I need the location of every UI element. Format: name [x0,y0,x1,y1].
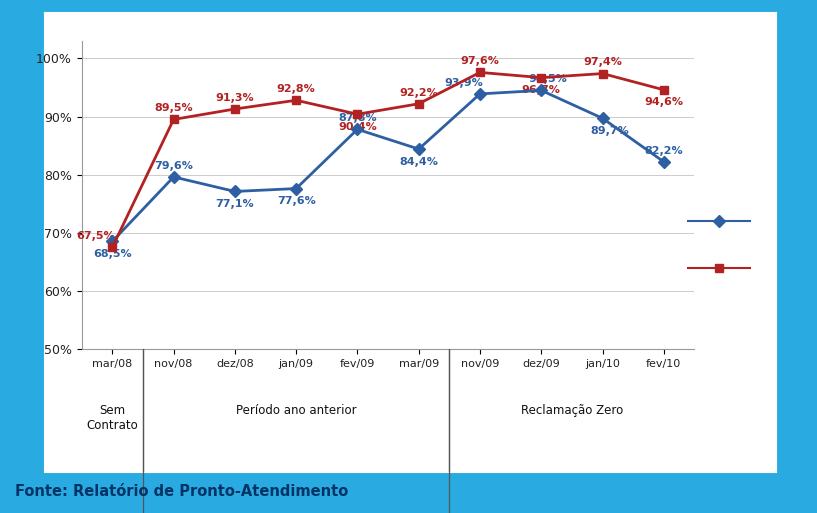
Text: 97,4%: 97,4% [583,57,622,67]
Text: 96,7%: 96,7% [522,85,560,95]
Text: 92,8%: 92,8% [277,84,315,94]
Text: Fonte: Relatório de Pronto-Atendimento: Fonte: Relatório de Pronto-Atendimento [15,484,348,499]
Text: 77,6%: 77,6% [277,196,315,206]
Text: Período ano anterior: Período ano anterior [236,404,356,417]
Text: 93,9%: 93,9% [444,78,483,88]
Text: 94,5%: 94,5% [529,74,568,84]
Text: 82,2%: 82,2% [645,146,683,156]
Text: 97,6%: 97,6% [461,56,499,66]
Text: 90,4%: 90,4% [338,122,377,132]
Text: 67,5%: 67,5% [76,231,115,241]
Text: Reclamação Zero: Reclamação Zero [520,404,623,417]
Text: 89,7%: 89,7% [590,126,629,136]
Text: 79,6%: 79,6% [154,161,193,171]
Text: 94,6%: 94,6% [645,97,683,107]
Text: 89,5%: 89,5% [154,103,193,113]
Text: 92,2%: 92,2% [400,88,438,97]
Text: Sem
Contrato: Sem Contrato [87,404,138,432]
Text: 77,1%: 77,1% [216,199,254,209]
Text: 68,5%: 68,5% [93,249,132,259]
Text: 87,8%: 87,8% [338,113,377,123]
Text: 91,3%: 91,3% [216,93,254,103]
Text: 84,4%: 84,4% [400,156,438,167]
